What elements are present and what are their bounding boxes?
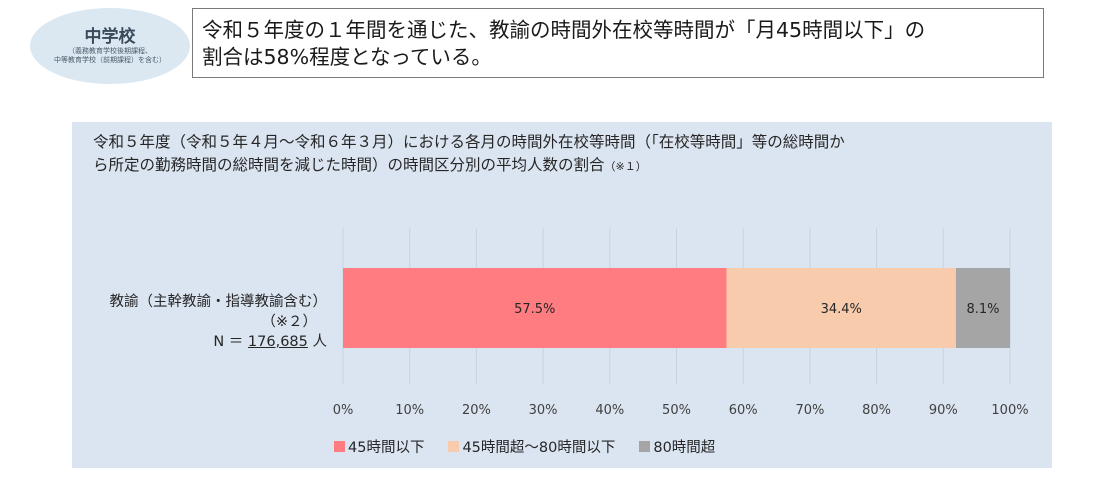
school-badge: 中学校 （義務教育学校後期課程、 中等教育学校（前期課程）を含む） bbox=[30, 8, 190, 84]
bar-data-label-1: 34.4% bbox=[821, 302, 862, 317]
bar-data-label-0: 57.5% bbox=[514, 302, 555, 317]
legend-item-le45: 45時間以下 bbox=[334, 436, 424, 457]
legend-label-45to80: 45時間超～80時間以下 bbox=[462, 440, 616, 456]
legend-label-le45: 45時間以下 bbox=[348, 440, 425, 456]
legend-item-gt80: 80時間超 bbox=[639, 436, 715, 457]
sample-size: N ＝ 176,685 人 bbox=[110, 332, 328, 352]
x-tick-label: 10% bbox=[395, 403, 424, 418]
chart-title-line2: ら所定の勤務時間の総時間を減じた時間）の時間区分別の平均人数の割合 bbox=[93, 156, 605, 174]
headline-line1: 令和５年度の１年間を通じた、教諭の時間外在校等時間が「月45時間以下」の bbox=[202, 18, 926, 42]
x-tick-label: 100% bbox=[991, 403, 1028, 418]
x-tick-label: 70% bbox=[795, 403, 824, 418]
sample-size-label: N ＝ bbox=[213, 334, 244, 350]
bar-segment-1 bbox=[726, 268, 956, 348]
sample-size-unit: 人 bbox=[312, 334, 328, 350]
bar-segment-0 bbox=[343, 268, 727, 348]
x-tick-label: 0% bbox=[333, 403, 354, 418]
legend-swatch-gt80 bbox=[639, 441, 651, 452]
x-tick-label: 20% bbox=[462, 403, 491, 418]
bar-data-label-2: 8.1% bbox=[966, 302, 999, 317]
chart-title: 令和５年度（令和５年４月～令和６年３月）における各月の時間外在校等時間（「在校等… bbox=[93, 131, 1045, 178]
headline-line2: 割合は58%程度となっている。 bbox=[202, 45, 492, 69]
chart-title-line1: 令和５年度（令和５年４月～令和６年３月）における各月の時間外在校等時間（「在校等… bbox=[93, 133, 845, 151]
x-tick-label: 30% bbox=[529, 403, 558, 418]
x-tick-label: 80% bbox=[862, 403, 891, 418]
badge-note-line1: （義務教育学校後期課程、 bbox=[68, 47, 152, 55]
x-tick-label: 90% bbox=[929, 403, 958, 418]
category-label-block: 教諭（主幹教諭・指導教諭含む） （※２） N ＝ 176,685 人 bbox=[110, 292, 328, 352]
bar-segment-2 bbox=[955, 268, 1010, 348]
category-label: 教諭（主幹教諭・指導教諭含む） bbox=[109, 294, 328, 310]
legend-swatch-le45 bbox=[334, 441, 345, 452]
headline-box: 令和５年度の１年間を通じた、教諭の時間外在校等時間が「月45時間以下」の 割合は… bbox=[192, 8, 1044, 78]
legend-label-gt80: 80時間超 bbox=[653, 440, 716, 456]
x-tick-label: 40% bbox=[595, 403, 624, 418]
legend-swatch-45to80 bbox=[448, 441, 460, 452]
sample-size-value: 176,685 bbox=[247, 334, 308, 350]
category-note: （※２） bbox=[261, 314, 317, 330]
chart-plot: 57.5% 34.4% 8.1% 0% 10% 20% 30% 40% 50% 60% 70% 80… bbox=[333, 228, 1029, 418]
chart-title-note: （※１） bbox=[604, 160, 647, 173]
chart-panel: 令和５年度（令和５年４月～令和６年３月）における各月の時間外在校等時間（「在校等… bbox=[72, 122, 1052, 468]
legend-item-45to80: 45時間超～80時間以下 bbox=[448, 436, 615, 457]
stacked-bar: 57.5% 34.4% 8.1% bbox=[343, 268, 1010, 348]
badge-note-line2: 中等教育学校（前期課程）を含む） bbox=[54, 56, 166, 64]
badge-title: 中学校 bbox=[84, 27, 136, 47]
x-axis-ticks: 0% 10% 20% 30% 40% 50% 60% 70% 80% 90% 100% bbox=[333, 403, 1029, 418]
x-tick-label: 50% bbox=[662, 403, 691, 418]
legend: 45時間以下 45時間超～80時間以下 80時間超 bbox=[334, 436, 739, 457]
x-tick-label: 60% bbox=[729, 403, 758, 418]
